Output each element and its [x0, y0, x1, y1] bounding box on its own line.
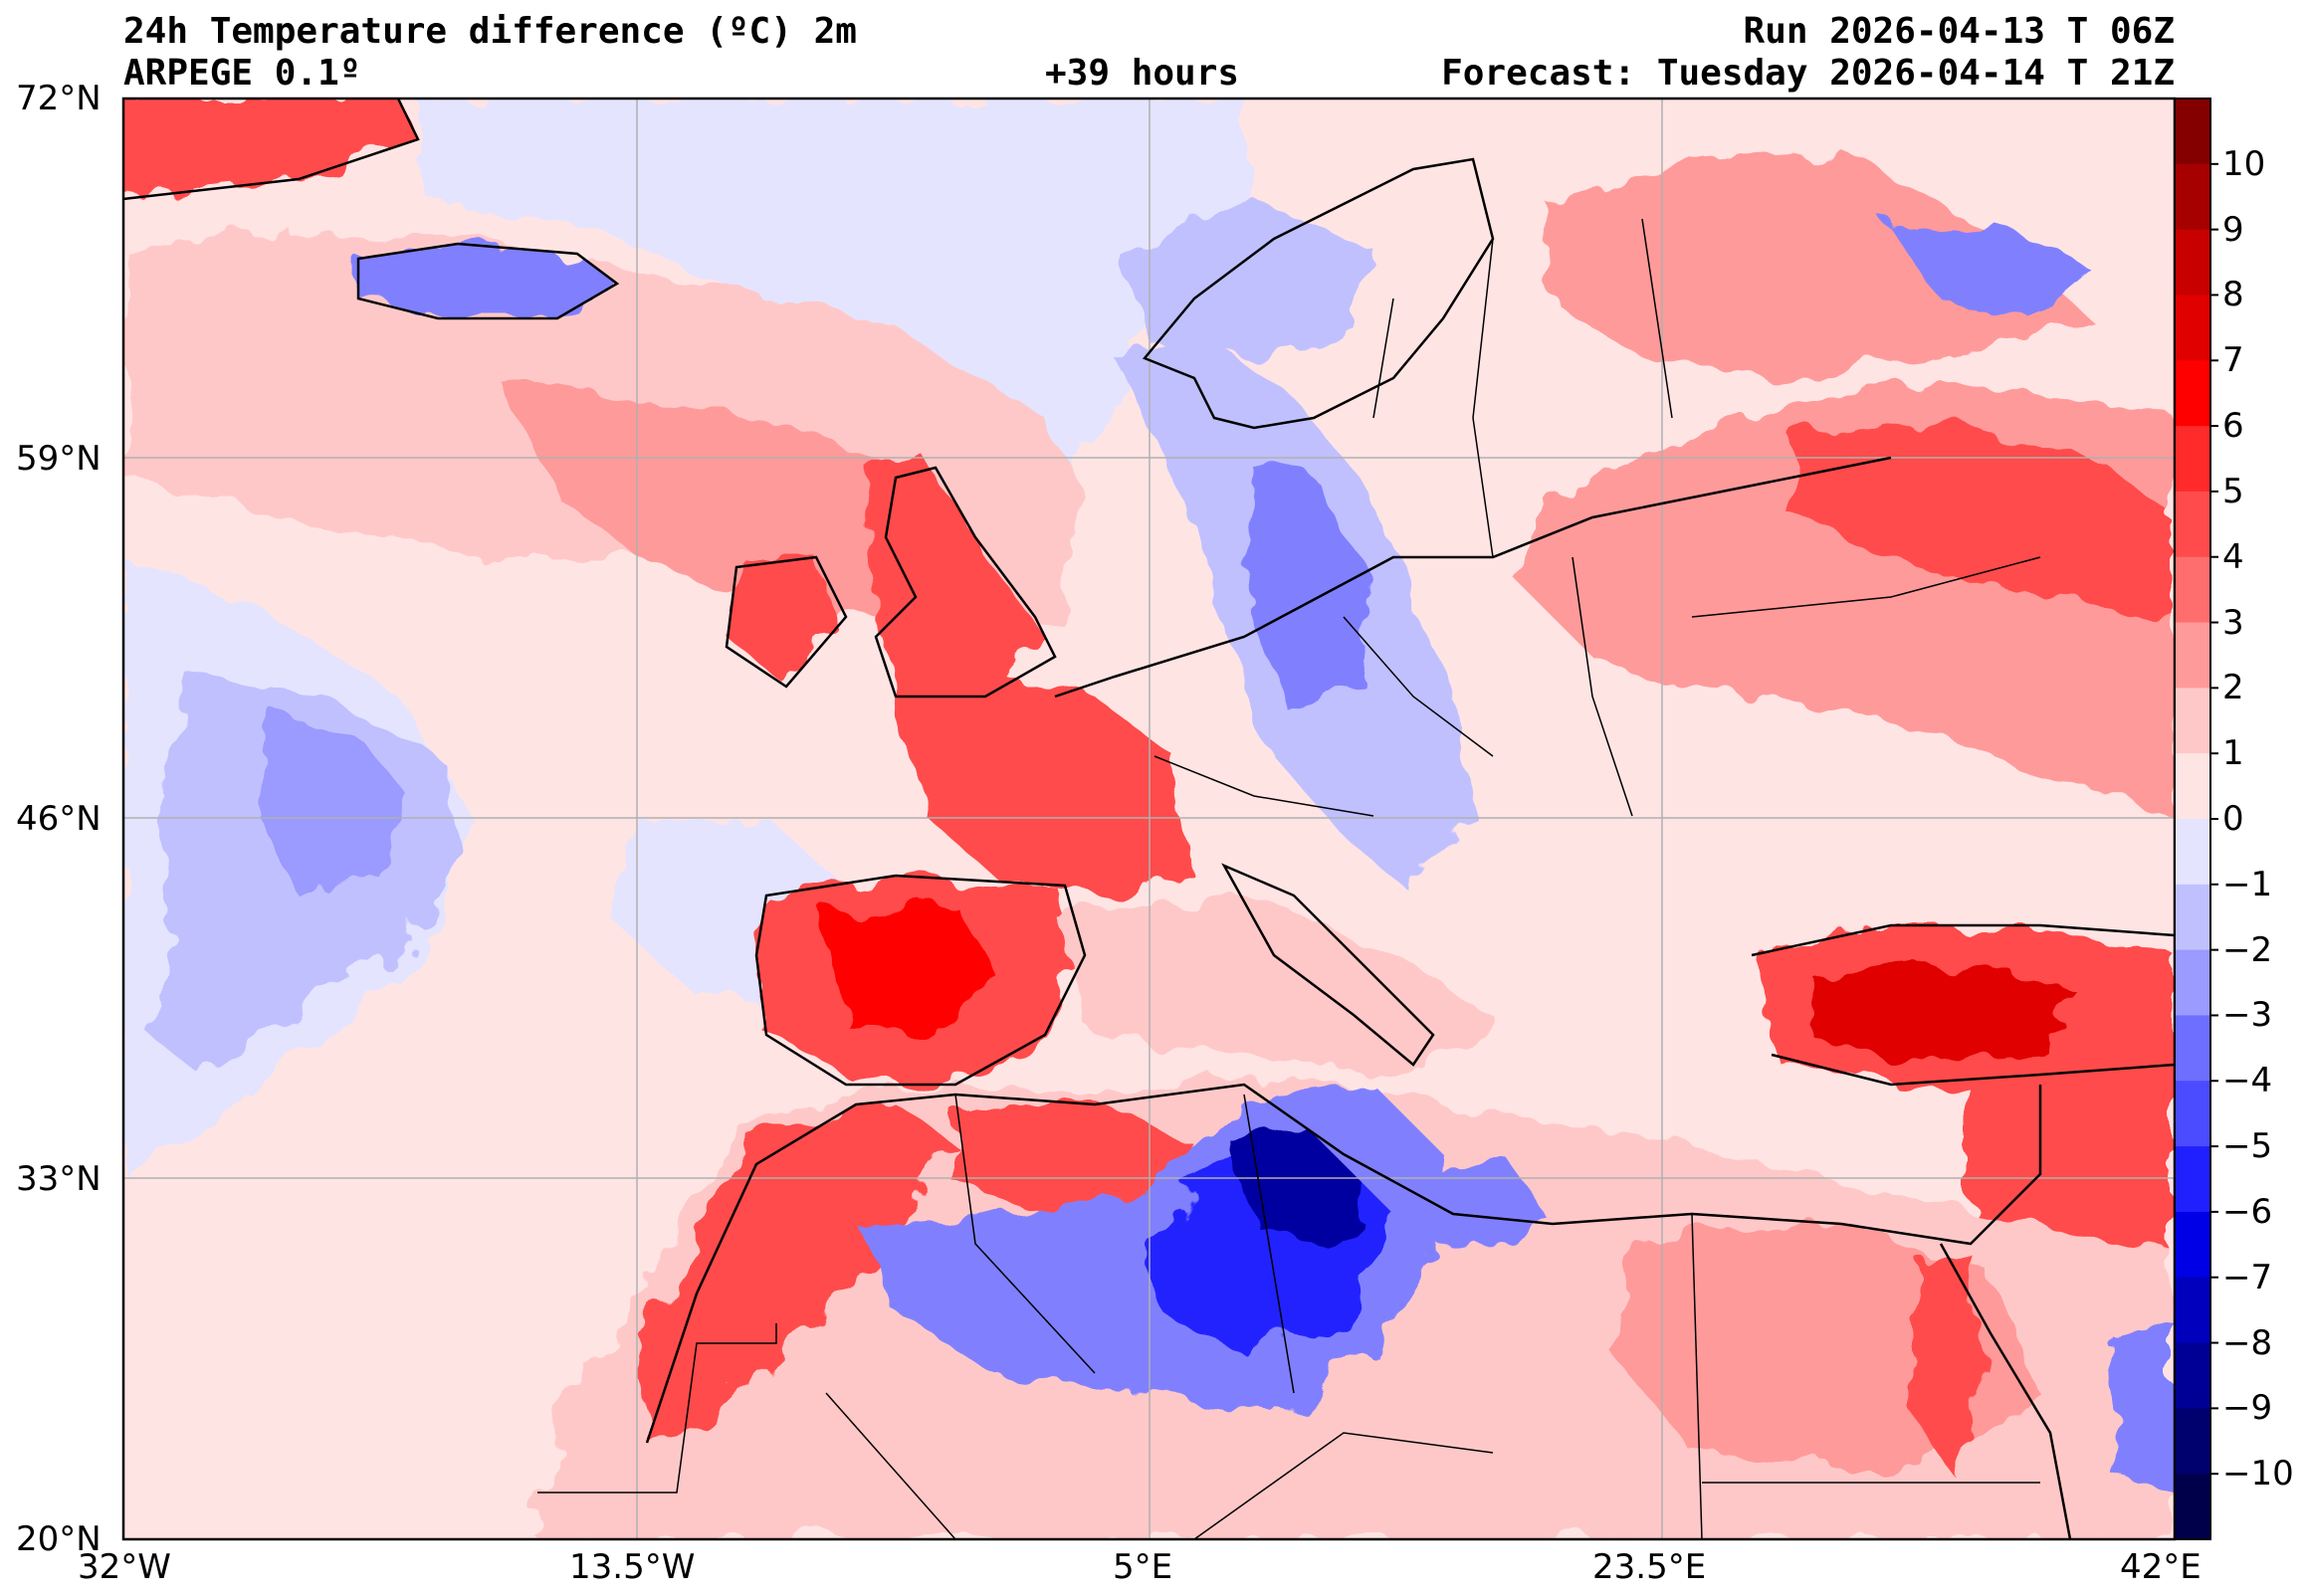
morocco-hot [637, 1104, 955, 1443]
colorbar-tick-label: −9 [2222, 1388, 2273, 1429]
colorbar-tick-label: 5 [2222, 471, 2244, 511]
coast-italy [1221, 863, 1435, 1067]
colorbar-tick-label: −4 [2222, 1061, 2273, 1101]
colorbar-tick-label: 0 [2222, 799, 2244, 839]
colorbar-bin [2175, 1342, 2210, 1409]
lon-label: 42°E [2120, 1547, 2202, 1587]
colorbar-bin [2175, 1015, 2210, 1082]
libya-coast-cool [1413, 1164, 1553, 1254]
colorbar-frame [2174, 98, 2211, 1540]
colorbar-bin [2175, 1081, 2210, 1147]
lead-time-label: +39 hours [1045, 53, 1240, 94]
colorbar-bin [2175, 1474, 2210, 1540]
kola-cool [1891, 219, 2090, 318]
lon-label: 5°E [1113, 1547, 1173, 1587]
algeria-warm [955, 1104, 1194, 1224]
colorbar-bin [2175, 1146, 2210, 1213]
lat-label: 72°N [16, 79, 102, 118]
coast-greenland [123, 99, 420, 201]
colorbar-tick-label: 3 [2222, 602, 2244, 643]
greenland-warm [123, 99, 418, 199]
coastlines [123, 99, 2175, 1539]
colorbar [2175, 99, 2218, 1540]
forecast-label: Forecast: Tuesday 2026-04-14 T 21Z [1441, 53, 2175, 94]
coast-egypt-red-sea [1939, 1243, 2072, 1539]
borders [537, 218, 2041, 1539]
libya-cool-core [1224, 1124, 1373, 1254]
france-warm [896, 677, 1194, 896]
map-field [123, 99, 2175, 1539]
run-label: Run 2026-04-13 T 06Z [1743, 11, 2175, 52]
colorbar-bin [2175, 360, 2210, 427]
lat-label: 59°N [16, 439, 102, 479]
colorbar-bin [2175, 426, 2210, 493]
colorbar-bin [2175, 622, 2210, 689]
cool-ocean-north [418, 99, 1254, 468]
colorbar-bin [2175, 1408, 2210, 1475]
coast-iberia [754, 874, 1087, 1087]
colorbar-bin [2175, 99, 2210, 165]
warm-atlantic-core [498, 378, 955, 617]
lon-label: 13.5°W [569, 1547, 696, 1587]
colorbar-bin [2175, 163, 2210, 231]
colorbar-bin [2175, 556, 2210, 624]
uk-warm [866, 458, 1045, 697]
coast-turkey-south [1771, 1053, 2175, 1087]
colorbar-tick-label: −6 [2222, 1191, 2273, 1232]
mediterranean-warm [1055, 896, 1493, 1075]
colorbar-tick-label: 4 [2222, 536, 2244, 577]
colorbar-tick-label: 2 [2222, 668, 2244, 708]
colorbar-tick-label: 9 [2222, 209, 2244, 250]
coast-iceland [356, 242, 620, 320]
colorbar-bin [2175, 1277, 2210, 1344]
colorbar-tick-label: −1 [2222, 864, 2273, 904]
colorbar-tick-label: −7 [2222, 1257, 2273, 1297]
east-europe-hot [1791, 418, 2175, 617]
colorbar-bin [2175, 884, 2210, 951]
colorbar-bin [2175, 491, 2210, 558]
chart-title: 24h Temperature difference (ºC) 2m [123, 11, 857, 52]
ireland-warm [727, 557, 836, 677]
arabia-cool [2110, 1323, 2175, 1493]
colorbar-tick-label: 8 [2222, 275, 2244, 315]
colorbar-tick-label: 10 [2222, 143, 2266, 184]
colorbar-tick-label: −3 [2222, 995, 2273, 1036]
cool-west-atlantic-core [259, 716, 408, 896]
coast-turkey [1751, 923, 2175, 957]
colorbar-tick-label: −2 [2222, 929, 2273, 970]
lon-label: 32°W [78, 1547, 171, 1587]
colorbar-bin [2175, 295, 2210, 361]
coast-uk [874, 466, 1057, 698]
colorbar-tick-label: −8 [2222, 1322, 2273, 1363]
scandinavia-cool [1125, 199, 1373, 358]
colorbar-bin [2175, 753, 2210, 820]
graticule [123, 99, 2175, 1539]
coast-north-africa [645, 1083, 2042, 1444]
lat-label: 33°N [16, 1159, 102, 1199]
nile-warm [1911, 1254, 1991, 1473]
central-europe-cool-core [1244, 458, 1364, 716]
colorbar-tick-label: 1 [2222, 733, 2244, 774]
colorbar-tick-label: 6 [2222, 406, 2244, 447]
iceland-cool [358, 244, 617, 318]
turkey-core [1811, 965, 2070, 1065]
coast-scandinavia [1142, 157, 1495, 430]
colorbar-tick-label: −10 [2222, 1454, 2294, 1495]
lon-label: 23.5°E [1592, 1547, 1707, 1587]
lat-label: 46°N [16, 799, 102, 839]
colorbar-bin [2175, 688, 2210, 754]
colorbar-bin [2175, 819, 2210, 886]
lat-label: 20°N [16, 1519, 102, 1559]
iberia-core [826, 905, 995, 1035]
colorbar-bin [2175, 949, 2210, 1016]
colorbar-bin [2175, 229, 2210, 296]
colorbar-bin [2175, 1211, 2210, 1279]
model-label: ARPEGE 0.1º [123, 53, 361, 94]
coast-ireland [725, 555, 848, 689]
finland-russia-warm [1543, 149, 2090, 378]
colorbar-tick-label: −5 [2222, 1126, 2273, 1167]
colorbar-tick-label: 7 [2222, 340, 2244, 381]
